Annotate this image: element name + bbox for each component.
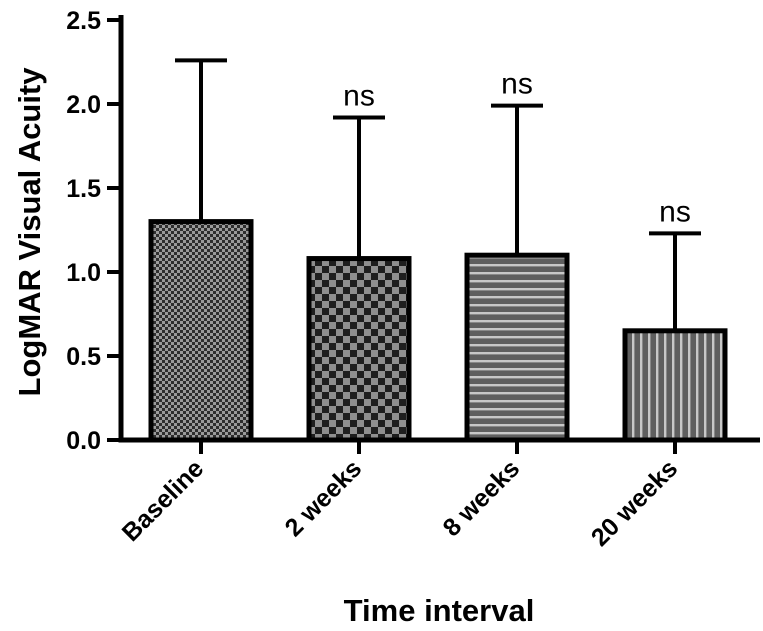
error-bar-8-weeks [491,103,543,256]
axes-layer [107,15,760,454]
y-tick-label: 2.0 [66,91,101,119]
significance-label: ns [659,195,691,228]
x-tick-label: 2 weeks [280,454,368,542]
x-tick-label: Baseline [117,454,210,547]
significance-label: ns [343,79,375,112]
y-axis-title: LogMAR Visual Acuity [12,67,47,397]
bar-8-weeks [464,252,570,443]
x-tick-label: 20 weeks [586,454,683,551]
x-axis-title: Time interval [344,593,535,628]
error-bars-layer [175,58,701,331]
error-bar-baseline [175,58,227,222]
significance-label: ns [501,68,533,101]
y-tick-label: 1.5 [66,175,101,203]
error-bar-2-weeks [333,115,385,259]
x-tick-label: 8 weeks [438,454,526,542]
y-tick-label: 0.0 [66,427,101,455]
bar-20-weeks [622,328,728,443]
y-tick-label: 2.5 [66,7,101,35]
error-bar-20-weeks [649,231,701,331]
bars-layer [148,219,728,443]
y-tick-label: 1.0 [66,259,101,287]
y-tick-label: 0.5 [66,343,101,371]
bar-baseline [148,219,254,443]
bar-2-weeks [306,256,412,443]
